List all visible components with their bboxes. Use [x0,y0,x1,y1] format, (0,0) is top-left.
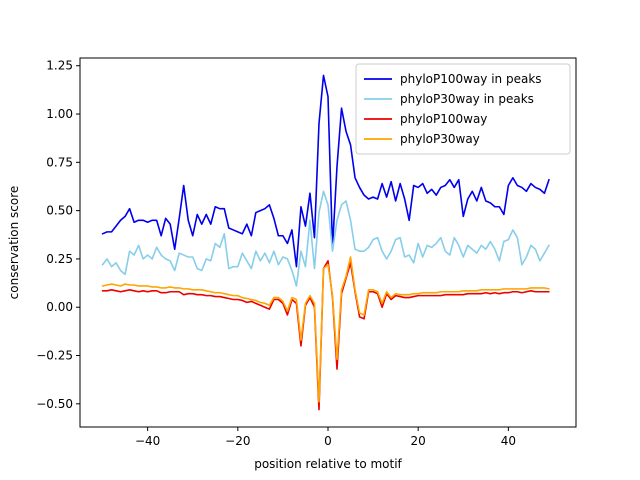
series-line-1 [101,74,550,268]
x-tick-label: 40 [501,434,516,448]
series-line-4 [101,256,550,403]
y-tick-label: 1.25 [46,59,73,73]
legend-label: phyloP30way [400,132,480,146]
legend-label: phyloP100way [400,112,487,126]
y-tick-label: 0.75 [46,155,73,169]
x-tick-label: 0 [324,434,332,448]
y-tick-label: 1.00 [46,107,73,121]
y-tick-label: 0.25 [46,252,73,266]
y-tick-label: −0.50 [36,397,73,411]
x-axis: −40 −20 0 20 40 [135,427,516,448]
x-axis-title: position relative to motif [254,457,402,471]
legend: phyloP100way in peaks phyloP30way in peak… [355,63,571,155]
y-axis-title: conservation score [7,186,21,300]
series-layer [101,74,550,411]
series-line-2 [101,190,550,287]
legend-box [355,63,571,155]
x-tick-label: 20 [411,434,426,448]
legend-label: phyloP30way in peaks [400,92,534,106]
x-tick-label: −20 [225,434,250,448]
y-axis: −0.50 −0.25 0.00 0.25 0.50 0.75 1.00 1.25 [36,59,80,411]
series-line-3 [101,260,550,411]
y-tick-label: 0.50 [46,204,73,218]
y-tick-label: −0.25 [36,349,73,363]
x-tick-label: −40 [135,434,160,448]
legend-label: phyloP100way in peaks [400,72,542,86]
y-tick-label: 0.00 [46,300,73,314]
